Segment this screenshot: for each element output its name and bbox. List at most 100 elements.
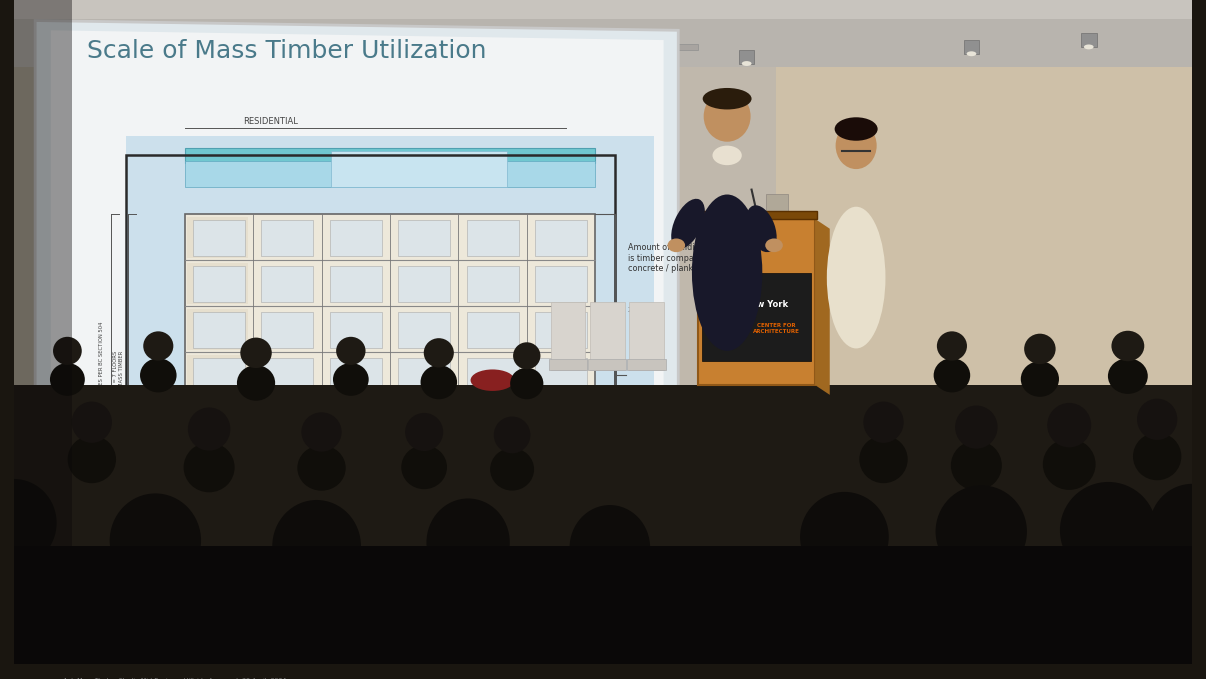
Bar bbox=[739, 50, 755, 64]
Ellipse shape bbox=[1084, 44, 1094, 50]
Bar bbox=[329, 496, 382, 532]
Bar bbox=[193, 265, 245, 301]
Bar bbox=[696, 211, 816, 219]
Bar bbox=[262, 496, 314, 532]
Ellipse shape bbox=[253, 44, 263, 50]
Ellipse shape bbox=[298, 445, 346, 491]
Polygon shape bbox=[35, 20, 678, 617]
Ellipse shape bbox=[421, 365, 457, 399]
Ellipse shape bbox=[860, 435, 908, 483]
Bar bbox=[698, 219, 815, 385]
Bar bbox=[467, 358, 519, 394]
Polygon shape bbox=[51, 31, 663, 605]
Bar bbox=[535, 404, 587, 440]
Bar bbox=[185, 214, 596, 536]
Bar bbox=[1081, 33, 1096, 47]
Polygon shape bbox=[13, 0, 111, 468]
Ellipse shape bbox=[966, 52, 977, 56]
Bar bbox=[187, 309, 248, 350]
Text: Amount of building
that remains concrete
or steel structure: Amount of building that remains concrete… bbox=[628, 571, 718, 601]
Bar bbox=[104, 29, 119, 42]
Bar bbox=[532, 547, 617, 580]
Ellipse shape bbox=[1034, 551, 1183, 679]
Bar bbox=[467, 265, 519, 301]
Ellipse shape bbox=[0, 479, 57, 567]
Bar bbox=[250, 33, 265, 47]
Ellipse shape bbox=[747, 205, 777, 252]
Bar bbox=[434, 547, 520, 580]
Ellipse shape bbox=[53, 337, 82, 365]
Bar bbox=[193, 219, 245, 255]
Bar bbox=[398, 219, 450, 255]
Bar bbox=[185, 162, 596, 187]
Bar bbox=[63, 24, 356, 31]
Bar bbox=[964, 40, 979, 54]
Ellipse shape bbox=[936, 485, 1028, 578]
Text: Curtis +
Ginsberg
Architects: Curtis + Ginsberg Architects bbox=[628, 585, 671, 614]
Ellipse shape bbox=[1108, 359, 1148, 394]
Ellipse shape bbox=[493, 416, 531, 454]
Ellipse shape bbox=[110, 494, 201, 588]
Ellipse shape bbox=[68, 435, 116, 483]
Bar bbox=[187, 217, 248, 258]
Polygon shape bbox=[13, 18, 1193, 67]
Bar bbox=[398, 450, 450, 486]
Text: AIA New York: AIA New York bbox=[725, 300, 788, 310]
Bar bbox=[535, 358, 587, 394]
Ellipse shape bbox=[863, 401, 903, 443]
Bar bbox=[398, 496, 450, 532]
Text: 70'-0" = 7 FLOORS
MASS TIMBER: 70'-0" = 7 FLOORS MASS TIMBER bbox=[113, 350, 124, 400]
Text: PARKING & UTILITIES: PARKING & UTILITIES bbox=[370, 649, 450, 658]
Ellipse shape bbox=[596, 57, 605, 62]
Bar bbox=[592, 46, 608, 60]
Ellipse shape bbox=[71, 401, 112, 443]
Bar bbox=[404, 44, 698, 50]
Bar bbox=[329, 219, 382, 255]
Bar bbox=[187, 263, 248, 304]
Bar bbox=[239, 547, 324, 580]
Bar bbox=[589, 359, 626, 371]
Ellipse shape bbox=[827, 206, 885, 348]
Ellipse shape bbox=[106, 39, 116, 44]
Bar bbox=[193, 450, 245, 486]
Bar bbox=[332, 151, 508, 187]
Bar bbox=[535, 312, 587, 348]
Ellipse shape bbox=[0, 541, 80, 679]
Ellipse shape bbox=[1112, 331, 1144, 361]
Ellipse shape bbox=[703, 91, 750, 142]
Bar bbox=[329, 358, 382, 394]
Bar bbox=[329, 265, 382, 301]
Ellipse shape bbox=[402, 445, 447, 489]
Ellipse shape bbox=[404, 561, 533, 679]
Ellipse shape bbox=[955, 405, 997, 449]
Bar bbox=[187, 447, 248, 489]
Text: CENTER FOR
ARCHITECTURE: CENTER FOR ARCHITECTURE bbox=[753, 323, 800, 334]
Bar bbox=[467, 219, 519, 255]
Ellipse shape bbox=[775, 556, 913, 679]
Ellipse shape bbox=[405, 413, 443, 451]
Bar bbox=[398, 404, 450, 440]
Bar bbox=[262, 265, 314, 301]
Bar bbox=[467, 450, 519, 486]
Ellipse shape bbox=[950, 441, 1002, 490]
Polygon shape bbox=[13, 0, 1193, 58]
Ellipse shape bbox=[144, 331, 174, 361]
Bar bbox=[262, 450, 314, 486]
Ellipse shape bbox=[937, 331, 967, 361]
Ellipse shape bbox=[140, 359, 176, 392]
Bar bbox=[209, 34, 503, 40]
Ellipse shape bbox=[240, 337, 271, 368]
Ellipse shape bbox=[1149, 484, 1206, 572]
Text: 2-8 FL: 2-8 FL bbox=[628, 307, 651, 313]
Bar bbox=[127, 155, 615, 634]
Text: 4  |  Mass Timber Studio Mid-Review – Hillside Avenue  |  29 April, 2024: 4 | Mass Timber Studio Mid-Review – Hill… bbox=[63, 677, 286, 679]
Ellipse shape bbox=[183, 443, 235, 492]
Bar bbox=[535, 450, 587, 486]
Bar bbox=[398, 265, 450, 301]
Polygon shape bbox=[775, 0, 1193, 498]
Ellipse shape bbox=[548, 566, 672, 679]
Text: Amount of building that
is timber compared to
concrete / plank: Amount of building that is timber compar… bbox=[628, 243, 724, 273]
Ellipse shape bbox=[470, 369, 515, 391]
Ellipse shape bbox=[248, 566, 385, 679]
Bar bbox=[127, 585, 615, 634]
